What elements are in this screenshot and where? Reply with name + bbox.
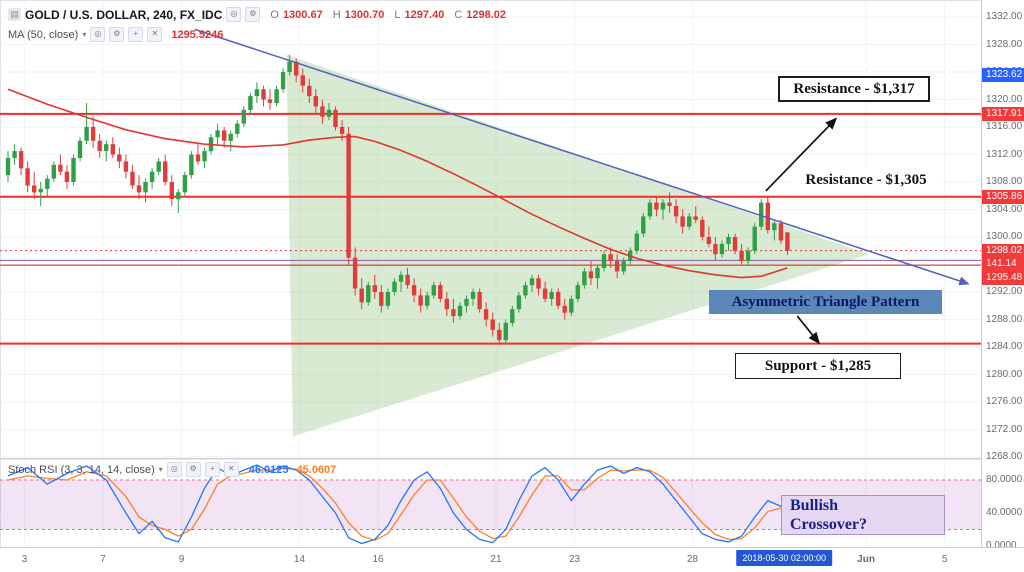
time-tick-label: Jun <box>857 554 875 565</box>
close-icon[interactable]: ✕ <box>147 27 163 42</box>
candlestick-series <box>5 54 790 345</box>
price-tick-label: 1300.00 <box>986 231 1023 242</box>
price-tag: 1295.48 <box>982 271 1024 286</box>
annotation-text: Resistance - $1,305 <box>805 172 927 188</box>
price-tick-label: 1316.00 <box>986 121 1023 132</box>
annotation-support-1285[interactable]: Support - $1,285 <box>735 353 901 379</box>
price-tick-label: 1312.00 <box>986 148 1023 160</box>
price-tick-label: 1272.00 <box>986 423 1023 435</box>
time-tick-label: 28 <box>686 554 699 565</box>
annotation-text: Asymmetric Triangle Pattern <box>731 293 920 310</box>
time-tick-label: 9 <box>178 554 185 565</box>
chevron-down-icon[interactable]: ▾ <box>82 30 87 39</box>
add-icon[interactable]: + <box>128 27 144 42</box>
instrument-logo-icon: ▤ <box>8 8 21 21</box>
high-value: 1300.70 <box>344 8 385 21</box>
chart-canvas[interactable] <box>0 0 981 547</box>
time-tick-label: 14 <box>293 554 306 565</box>
price-tick-label: 1332.00 <box>986 11 1023 22</box>
time-tick-label: 5 <box>941 554 948 565</box>
annotation-arrows[interactable] <box>765 117 838 345</box>
annotation-text: Support - $1,285 <box>764 357 872 374</box>
price-tag: 141.14 <box>982 256 1024 271</box>
ma50-line <box>7 88 788 279</box>
triangle-pattern-drawing[interactable] <box>286 54 870 437</box>
annotation-text: Resistance - $1,317 <box>793 80 915 97</box>
support-resistance-lines[interactable] <box>0 112 981 345</box>
stoch-k-line <box>7 464 788 545</box>
ma-label[interactable]: MA (50, close) <box>8 28 79 41</box>
stoch-tick-label: 40.0000 <box>986 507 1023 518</box>
ma-indicator-legend: MA (50, close) ▾ ◎ ⚙ + ✕ 1295.5246 <box>8 27 223 42</box>
price-tag: 1323.62 <box>982 67 1024 82</box>
price-tick-label: 1268.00 <box>986 451 1023 462</box>
close-label: C <box>454 8 463 21</box>
main-chart-legend: ▤ GOLD / U.S. DOLLAR, 240, FX_IDC ◎ ⚙ O … <box>8 7 506 22</box>
add-icon[interactable]: + <box>204 462 220 477</box>
stoch-k-value: 46.0125 <box>248 463 289 476</box>
pane-divider[interactable] <box>0 458 1024 459</box>
visibility-icon[interactable]: ◎ <box>226 7 242 22</box>
price-tag: 1317.91 <box>982 106 1024 121</box>
stoch-rsi-legend: Stoch RSI (3, 3, 14, 14, close) ▾ ◎ ⚙ + … <box>8 462 336 477</box>
current-time-tag: 2018-05-30 02:00:00 <box>736 550 832 566</box>
time-tick-label: 7 <box>100 554 106 565</box>
stoch-d-value: 45.0607 <box>296 463 337 476</box>
annotation-bullish-crossover[interactable]: Bullish Crossover? <box>781 495 945 535</box>
chevron-down-icon[interactable]: ▾ <box>158 465 163 474</box>
visibility-icon[interactable]: ◎ <box>166 462 182 477</box>
stoch-tick-label: 0.0000 <box>986 540 1017 551</box>
annotation-triangle-pattern[interactable]: Asymmetric Triangle Pattern <box>709 290 942 314</box>
settings-icon[interactable]: ⚙ <box>245 7 261 22</box>
settings-icon[interactable]: ⚙ <box>185 462 201 477</box>
stoch-d-line <box>7 467 788 541</box>
descending-trendline-drawing[interactable] <box>194 28 970 286</box>
price-axis[interactable]: 1332.001328.001324.001320.001316.001312.… <box>981 0 1024 551</box>
price-tick-label: 1276.00 <box>986 396 1023 407</box>
low-value: 1297.40 <box>404 8 445 21</box>
settings-icon[interactable]: ⚙ <box>109 27 125 42</box>
price-tick-label: 1284.00 <box>986 341 1023 352</box>
annotation-resistance-1305[interactable]: Resistance - $1,305 <box>791 168 941 193</box>
time-axis[interactable]: 3 7 9 14 16 21 23 28 Jun 5 2018-05-30 02:00:00 <box>0 547 1024 572</box>
ma-value: 1295.5246 <box>171 28 224 41</box>
low-label: L <box>394 8 401 21</box>
price-tick-label: 1308.00 <box>986 176 1023 187</box>
annotation-text: Bullish Crossover? <box>790 497 868 533</box>
high-label: H <box>332 8 341 21</box>
close-icon[interactable]: ✕ <box>223 462 239 477</box>
close-value: 1298.02 <box>466 8 507 21</box>
time-tick-label: 23 <box>569 554 581 565</box>
open-label: O <box>270 8 279 21</box>
price-tick-label: 1320.00 <box>986 93 1023 105</box>
symbol-title[interactable]: GOLD / U.S. DOLLAR, 240, FX_IDC <box>25 7 223 22</box>
price-tick-label: 1328.00 <box>986 38 1023 50</box>
price-tick-label: 1288.00 <box>986 313 1023 325</box>
open-value: 1300.67 <box>282 8 323 21</box>
time-tick-label: 3 <box>21 554 28 565</box>
time-tick-label: 21 <box>490 554 502 565</box>
stoch-rsi-label[interactable]: Stoch RSI (3, 3, 14, 14, close) <box>8 463 155 476</box>
time-tick-label: 16 <box>372 554 384 565</box>
price-tick-label: 1292.00 <box>986 286 1023 297</box>
stoch-tick-label: 80.0000 <box>986 474 1023 485</box>
price-tick-label: 1280.00 <box>986 368 1023 380</box>
price-tag: 1305.86 <box>982 189 1024 204</box>
price-tick-label: 1304.00 <box>986 203 1023 215</box>
annotation-resistance-1317[interactable]: Resistance - $1,317 <box>778 76 930 102</box>
price-tag: 1298.02 <box>982 243 1024 258</box>
visibility-icon[interactable]: ◎ <box>90 27 106 42</box>
